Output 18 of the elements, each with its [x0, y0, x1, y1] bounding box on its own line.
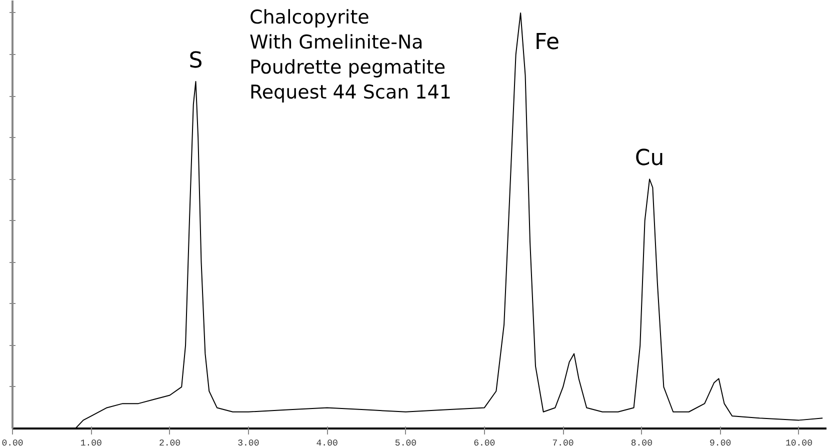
annotation: Chalcopyrite: [250, 6, 370, 28]
x-tick-label: 5.00: [394, 438, 417, 448]
x-tick-label: 4.00: [316, 438, 338, 448]
x-tick-label: 6.00: [474, 438, 496, 448]
annotation: With Gmelinite-Na: [250, 32, 424, 54]
x-tick-label: 1.00: [80, 438, 102, 448]
annotation: Poudrette pegmatite: [250, 56, 446, 78]
x-tick-label: 2.00: [158, 438, 181, 448]
x-tick-label: 0.00: [2, 438, 24, 448]
x-tick-label: 8.00: [630, 438, 652, 448]
annotation: Cu: [634, 146, 664, 172]
x-tick-label: 7.00: [552, 438, 574, 448]
annotation: Request 44 Scan 141: [250, 82, 452, 104]
x-tick-label: 3.00: [238, 438, 260, 448]
x-tick-label: 9.00: [710, 438, 732, 448]
annotation: S: [188, 48, 203, 74]
x-tick-label: 10.00: [785, 438, 812, 448]
annotation: Fe: [534, 30, 560, 55]
